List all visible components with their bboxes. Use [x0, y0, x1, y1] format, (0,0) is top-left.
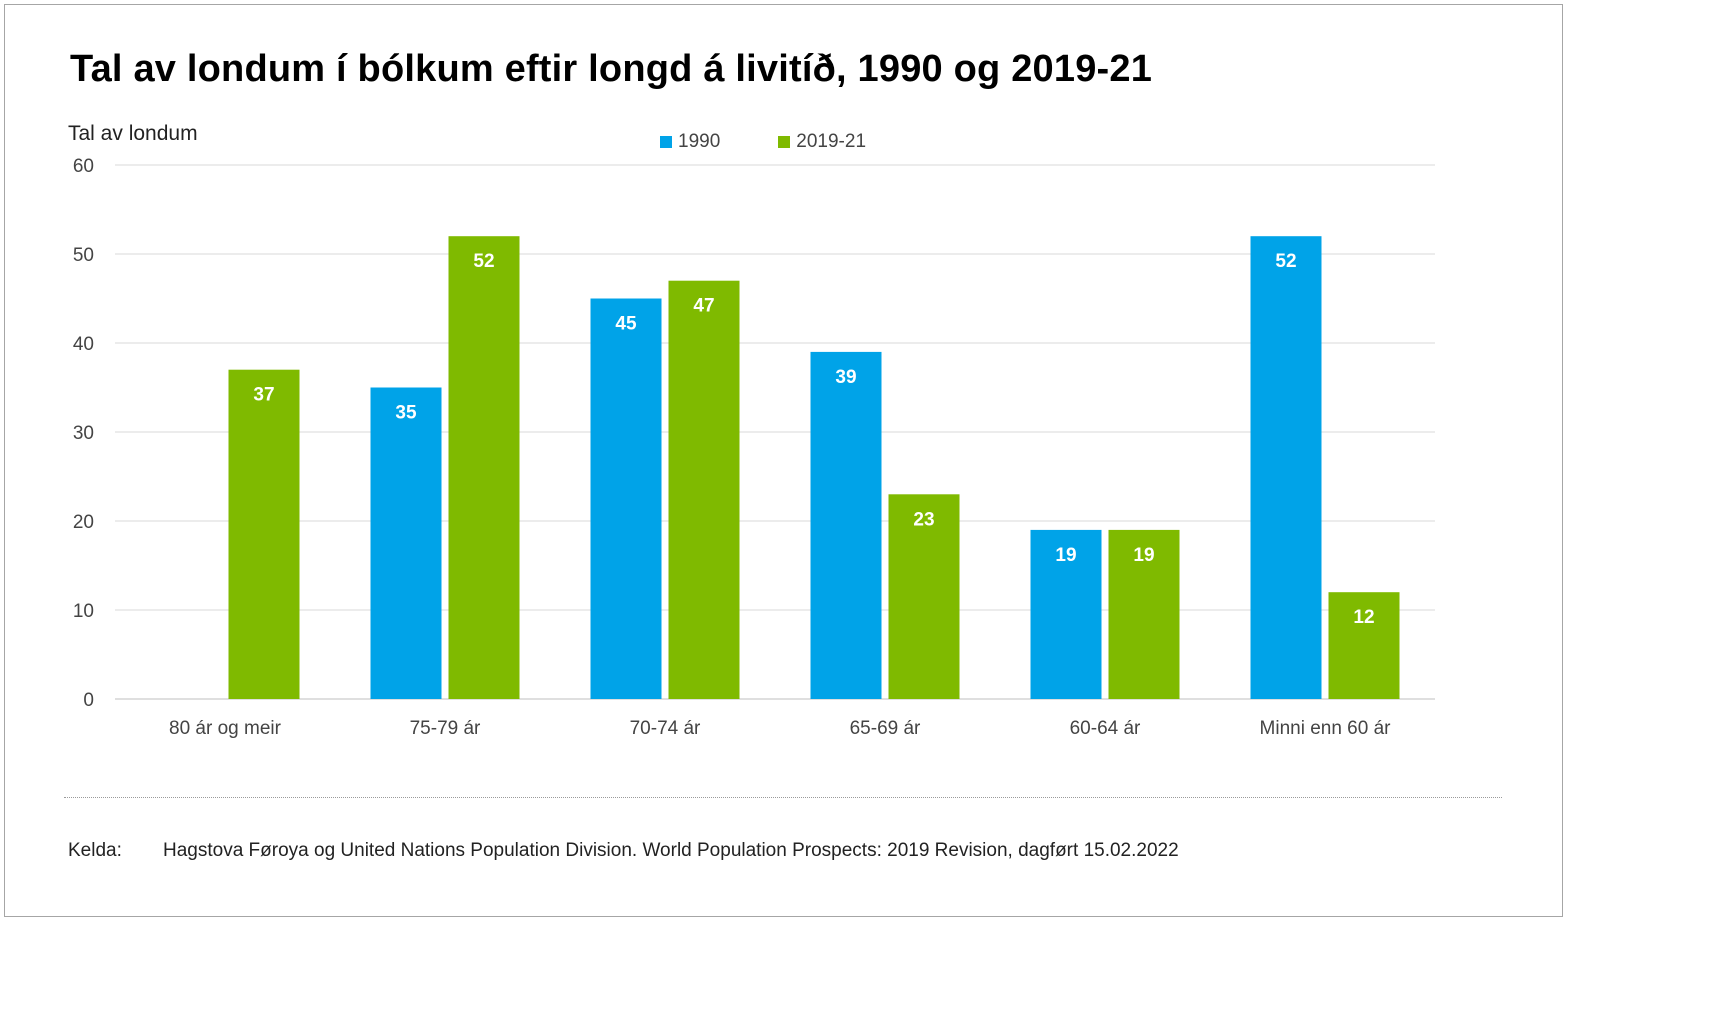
data-label-2019-21: 23 [913, 509, 934, 530]
bar-1990 [590, 298, 662, 699]
x-tick-label: 75-79 ár [410, 718, 481, 739]
bar-2019-21 [888, 494, 960, 699]
bar-1990 [370, 387, 442, 699]
data-label-2019-21: 37 [253, 385, 274, 406]
y-tick-label-0: 0 [83, 690, 94, 711]
bar-2019-21 [448, 236, 520, 699]
y-tick-label-10: 10 [73, 601, 94, 622]
data-label-2019-21: 47 [693, 296, 714, 317]
y-tick-label-20: 20 [73, 512, 94, 533]
legend-item-2019-21: 2019-21 [778, 131, 866, 153]
chart-title: Tal av londum í bólkum eftir longd á liv… [70, 48, 1153, 90]
data-label-2019-21: 19 [1133, 545, 1154, 566]
legend-item-1990: 1990 [660, 131, 720, 153]
y-tick-label-30: 30 [73, 423, 94, 444]
bar-2019-21 [228, 369, 300, 699]
bar-1990 [1030, 529, 1102, 699]
source-label: Kelda: [68, 840, 122, 861]
data-label-2019-21: 52 [473, 251, 494, 272]
source-divider [64, 797, 1502, 798]
source-note: Kelda: Hagstova Føroya og United Nations… [68, 840, 1179, 862]
data-label-1990: 45 [615, 314, 637, 335]
data-label-1990: 35 [395, 403, 417, 424]
legend-swatch-2019-21 [778, 136, 791, 148]
y-axis-label: Tal av londum [68, 122, 198, 145]
bar-1990 [1250, 236, 1322, 699]
data-label-1990: 52 [1275, 251, 1296, 272]
y-tick-label-50: 50 [73, 245, 94, 266]
bar-2019-21 [668, 280, 740, 699]
x-tick-label: 70-74 ár [630, 718, 701, 739]
data-label-1990: 19 [1055, 545, 1076, 566]
bar-2019-21 [1328, 592, 1400, 699]
data-label-1990: 39 [835, 367, 856, 388]
x-tick-label: 65-69 ár [850, 718, 921, 739]
x-tick-label: 60-64 ár [1070, 718, 1141, 739]
legend-label-1990: 1990 [678, 131, 721, 152]
legend-swatch-1990 [660, 136, 672, 148]
source-text: Hagstova Føroya og United Nations Popula… [163, 840, 1179, 861]
bar-2019-21 [1108, 529, 1180, 699]
legend: 1990 2019-21 [660, 131, 866, 153]
data-label-2019-21: 12 [1353, 607, 1374, 628]
x-tick-label: Minni enn 60 ár [1260, 718, 1392, 739]
legend-label-2019-21: 2019-21 [796, 131, 867, 152]
bar-1990 [810, 351, 882, 699]
y-tick-label-40: 40 [73, 334, 94, 355]
y-tick-label-60: 60 [73, 156, 94, 177]
x-tick-label: 80 ár og meir [169, 718, 282, 739]
